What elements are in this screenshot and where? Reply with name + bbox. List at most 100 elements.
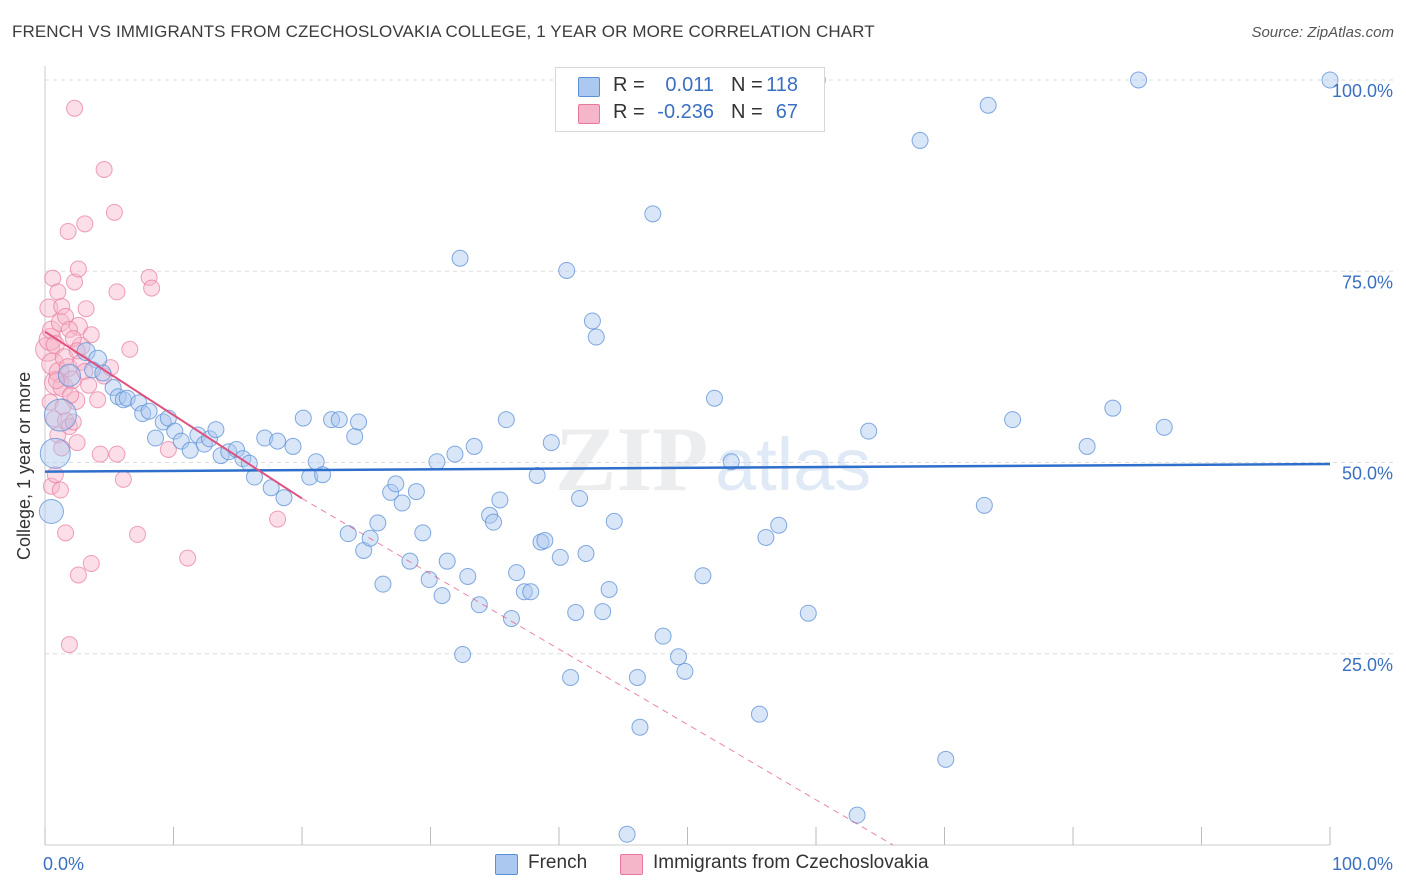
y-axis-label: College, 1 year or more: [14, 371, 34, 560]
correlation-legend: R = 0.011 N = 118 R = -0.236 N = 67: [555, 67, 825, 132]
data-point-immigrants: [49, 283, 67, 301]
x-tick-label: 100.0%: [1332, 854, 1393, 874]
data-point-french: [459, 567, 477, 585]
data-point-immigrants: [108, 445, 126, 463]
data-point-french: [1130, 71, 1148, 89]
data-point-french: [558, 261, 576, 279]
data-point-french: [515, 583, 533, 601]
data-point-immigrants: [91, 445, 109, 463]
legend-n-label: N =: [731, 74, 763, 96]
data-point-immigrants: [82, 326, 100, 344]
series-immigrants-points: [35, 99, 287, 654]
data-point-french: [567, 603, 585, 621]
data-point-french: [374, 575, 392, 593]
data-point-french: [587, 328, 605, 346]
data-point-french: [446, 445, 464, 463]
y-tick-label: 50.0%: [1342, 464, 1393, 484]
data-point-french: [172, 432, 190, 450]
data-point-french: [454, 646, 472, 664]
legend-r-value: -0.236: [657, 101, 714, 123]
data-point-french: [551, 548, 569, 566]
data-point-immigrants: [69, 566, 87, 584]
legend-n-value: 67: [775, 101, 798, 123]
data-point-french: [181, 441, 199, 459]
data-point-french: [491, 491, 509, 509]
legend-swatch-french: [578, 77, 600, 97]
data-point-french: [438, 552, 456, 570]
data-point-french: [382, 483, 400, 501]
data-point-french: [433, 587, 451, 605]
legend-r-label: R =: [613, 74, 645, 96]
data-point-french: [420, 571, 438, 589]
data-point-french: [577, 545, 595, 563]
data-point-immigrants: [66, 273, 84, 291]
data-point-french: [542, 434, 560, 452]
y-tick-label: 25.0%: [1342, 655, 1393, 675]
data-point-french: [911, 131, 929, 149]
data-point-french: [497, 411, 515, 429]
data-point-french: [1104, 399, 1122, 417]
legend-r-label: R =: [613, 101, 645, 123]
legend-n-value: 118: [766, 74, 798, 96]
watermark-zip: ZIP: [555, 408, 708, 510]
data-point-immigrants: [60, 320, 78, 338]
data-point-immigrants: [51, 481, 69, 499]
legend-label-french: French: [528, 852, 588, 873]
data-point-french: [484, 513, 502, 531]
data-point-french: [94, 364, 112, 382]
data-point-french: [605, 512, 623, 530]
data-point-french: [750, 705, 768, 723]
data-point-french: [284, 437, 302, 455]
data-point-french: [583, 312, 601, 330]
data-point-immigrants: [95, 161, 113, 179]
data-point-immigrants: [41, 393, 59, 411]
data-point-french: [631, 718, 649, 736]
data-point-immigrants: [57, 524, 75, 542]
y-tick-label: 75.0%: [1342, 272, 1393, 292]
data-point-french: [387, 475, 405, 493]
data-point-french: [536, 532, 554, 550]
data-point-french: [134, 405, 152, 423]
data-point-french: [571, 489, 589, 507]
data-point-french: [330, 411, 348, 429]
source-label: Source: ZipAtlas.com: [1251, 24, 1394, 41]
data-point-immigrants: [39, 298, 59, 318]
data-point-french: [414, 524, 432, 542]
data-point-french: [57, 363, 81, 387]
data-point-immigrants: [77, 300, 95, 318]
data-point-french: [104, 379, 122, 397]
data-point-french: [393, 494, 411, 512]
data-point-french: [860, 422, 878, 440]
legend-label-immigrants: Immigrants from Czechoslovakia: [653, 852, 929, 873]
data-point-immigrants: [121, 340, 139, 358]
data-point-french: [1004, 411, 1022, 429]
data-point-french: [470, 596, 488, 614]
data-point-french: [140, 402, 158, 420]
axes: [44, 66, 1331, 846]
data-point-french: [207, 421, 225, 439]
data-point-french: [1321, 71, 1339, 89]
data-point-french: [346, 427, 364, 445]
data-point-french: [694, 567, 712, 585]
series-legend: French Immigrants from Czechoslovakia: [0, 852, 1406, 878]
data-point-french: [166, 422, 184, 440]
data-point-immigrants: [76, 215, 94, 233]
data-point-french: [294, 409, 312, 427]
data-point-immigrants: [143, 279, 161, 297]
data-point-french: [428, 453, 446, 471]
data-point-immigrants: [129, 525, 147, 543]
trendline-immigrants: [44, 330, 303, 500]
data-point-french: [757, 528, 775, 546]
data-point-french: [975, 496, 993, 514]
legend-n-label: N =: [731, 101, 763, 123]
trendline-immigrants-extension: [301, 498, 894, 846]
legend-swatch-french: [495, 854, 518, 875]
data-point-french: [618, 825, 636, 843]
data-point-french: [1155, 418, 1173, 436]
data-point-immigrants: [60, 636, 78, 654]
data-point-french: [502, 610, 520, 628]
data-point-immigrants: [108, 283, 126, 301]
data-point-french: [722, 453, 740, 471]
data-point-french: [465, 437, 483, 455]
